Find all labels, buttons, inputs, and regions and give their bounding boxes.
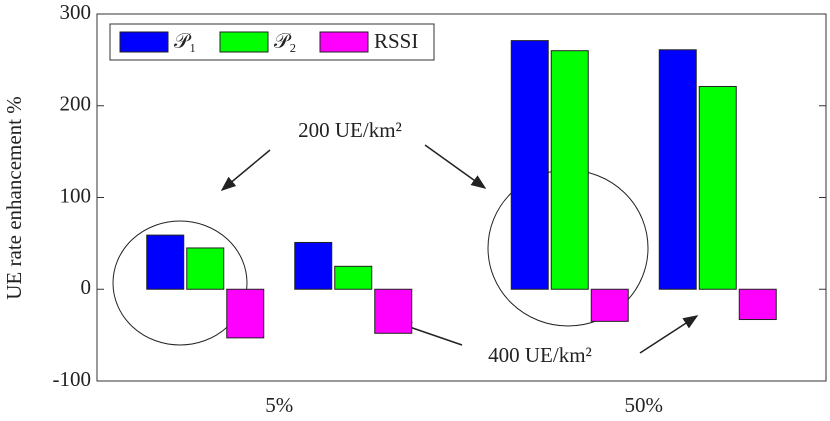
bar	[226, 288, 265, 339]
bar	[510, 40, 549, 290]
bar	[590, 288, 629, 322]
bar	[698, 85, 737, 290]
bar	[738, 288, 777, 321]
y-tick-label: 300	[60, 0, 92, 24]
x-tick-label: 50%	[625, 393, 664, 417]
bar	[550, 50, 589, 290]
bar	[294, 241, 333, 290]
annotation: 200 UE/km²	[298, 118, 402, 142]
highlight-ellipse	[112, 220, 248, 346]
y-tick-label: 200	[60, 92, 92, 116]
legend-swatch	[319, 31, 369, 53]
legend-label: 𝒫₂	[274, 29, 296, 53]
bar	[334, 265, 373, 290]
y-tick-label: -100	[53, 367, 92, 391]
bar	[374, 288, 413, 334]
legend-swatch	[219, 31, 269, 53]
legend-label: 𝒫₁	[174, 29, 196, 53]
arrows	[220, 144, 699, 354]
annotation: 400 UE/km²	[488, 343, 592, 367]
legend-label: RSSI	[374, 29, 418, 53]
y-axis-label: UE rate enhancement %	[2, 96, 26, 299]
y-tick-label: 100	[60, 183, 92, 207]
legend-box	[109, 23, 435, 61]
bar	[186, 247, 225, 290]
bar	[658, 49, 697, 290]
y-tick-label: 0	[81, 275, 92, 299]
x-tick-label: 5%	[265, 393, 293, 417]
bar	[146, 234, 185, 290]
legend-swatch	[119, 31, 169, 53]
